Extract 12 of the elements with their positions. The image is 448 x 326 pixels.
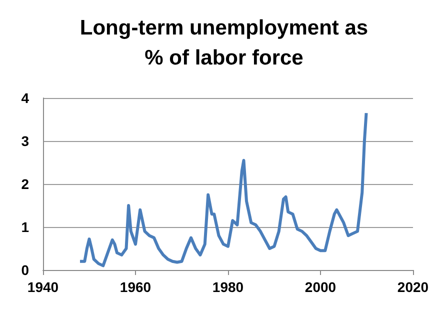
y-tick-label: 1 (21, 219, 30, 235)
x-tick-label: 2000 (304, 279, 336, 295)
x-tick-label: 1940 (27, 279, 59, 295)
y-tick-label: 3 (21, 133, 30, 149)
y-tick-label: 2 (21, 176, 30, 192)
x-tick-label: 2020 (397, 279, 429, 295)
x-tick-label: 1980 (212, 279, 244, 295)
y-tick-label: 4 (21, 90, 30, 106)
x-tick-label: 1960 (120, 279, 152, 295)
line-series (78, 112, 368, 268)
y-tick-label: 0 (21, 262, 30, 278)
chart-title: Long-term unemployment as % of labor force (80, 16, 368, 70)
